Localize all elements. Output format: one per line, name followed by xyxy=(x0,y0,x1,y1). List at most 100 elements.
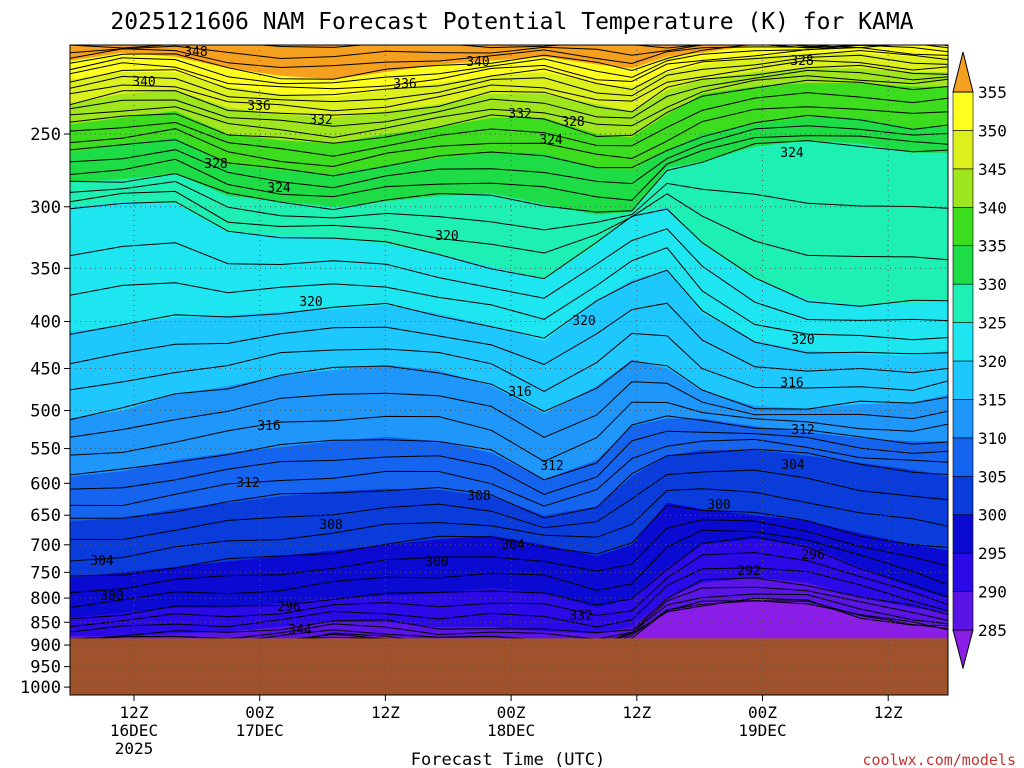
contour-label: 304 xyxy=(781,458,805,473)
contour-label: 316 xyxy=(780,376,803,391)
contour-line-6-1 xyxy=(70,180,948,231)
y-tick-label: 700 xyxy=(30,536,61,556)
contour-label: 300 xyxy=(425,555,448,570)
x-tick-label: 00Z xyxy=(245,703,274,722)
colorbar-swatch xyxy=(952,206,974,247)
credit-text: coolwx.com/models xyxy=(862,751,1016,768)
contour-label: 336 xyxy=(393,77,416,92)
contour-line-12-1 xyxy=(70,519,948,594)
contour-line-13-0 xyxy=(70,536,948,620)
contour-label: 320 xyxy=(791,333,814,348)
contour-line-7-1 xyxy=(70,228,948,322)
y-tick-label: 600 xyxy=(30,474,61,494)
contour-line-9-2 xyxy=(70,401,948,462)
contour-label: 344 xyxy=(288,623,312,638)
colorbar-swatch xyxy=(952,514,974,554)
colorbar-swatch xyxy=(952,322,974,362)
contour-label: 332 xyxy=(569,609,592,624)
colorbar-swatch xyxy=(952,130,974,170)
contour-label: 324 xyxy=(539,133,563,148)
contour-line-3-2 xyxy=(70,75,948,139)
contour-line-4-2 xyxy=(70,106,948,168)
colorbar-high-arrow xyxy=(952,51,974,93)
contour-label: 336 xyxy=(247,99,270,114)
y-tick-label: 750 xyxy=(30,563,61,583)
y-tick-label: 250 xyxy=(30,125,61,145)
x-tick-label: 19DEC xyxy=(738,721,786,740)
colorbar-swatch xyxy=(952,283,974,323)
contour-line-9-1 xyxy=(70,381,948,438)
contour-label: 308 xyxy=(319,518,342,533)
y-tick-label: 450 xyxy=(30,360,61,380)
contour-line-0-2 xyxy=(70,45,948,69)
contour-label: 320 xyxy=(299,295,322,310)
contour-label: 320 xyxy=(572,314,595,329)
contour-line-1-2 xyxy=(70,46,948,90)
x-tick-label: 00Z xyxy=(748,703,777,722)
y-tick-label: 500 xyxy=(30,402,61,422)
x-tick-label: 18DEC xyxy=(487,721,535,740)
colorbar-tick-label: 295 xyxy=(978,544,1007,563)
colorbar-tick-label: 325 xyxy=(978,314,1007,333)
contour-label: 332 xyxy=(508,107,531,122)
contour-line-7-2 xyxy=(70,247,948,341)
contour-line-3-1 xyxy=(70,69,948,127)
colorbar-swatch xyxy=(952,360,974,400)
contour-label: 308 xyxy=(467,489,490,504)
contour-label: 348 xyxy=(184,45,207,60)
colorbar-swatch xyxy=(952,245,974,285)
contour-line-1-0 xyxy=(70,45,948,80)
y-tick-label: 800 xyxy=(30,589,61,609)
colorbar-tick-label: 350 xyxy=(978,121,1007,140)
contour-label: 320 xyxy=(435,229,458,244)
contour-line-0-0 xyxy=(70,45,898,49)
y-tick-label: 1000 xyxy=(20,678,61,698)
colorbar-tick-label: 330 xyxy=(978,275,1007,294)
contour-label: 304 xyxy=(501,538,525,553)
contour-line-13-1 xyxy=(70,552,948,628)
contour-label: 324 xyxy=(780,146,804,161)
x-tick-label: 12Z xyxy=(622,703,651,722)
grid-lines xyxy=(70,45,948,695)
contour-label: 292 xyxy=(737,564,760,579)
contour-label: 328 xyxy=(561,115,584,130)
contour-line-8-2 xyxy=(70,332,948,392)
contour-label: 340 xyxy=(132,75,155,90)
contour-line-5-0 xyxy=(70,114,948,177)
contour-label: 300 xyxy=(707,498,730,513)
y-tick-label: 650 xyxy=(30,506,61,526)
contour-label: 332 xyxy=(309,113,332,128)
contour-line-2-2 xyxy=(70,59,948,112)
y-tick-label: 350 xyxy=(30,259,61,279)
y-tick-label: 850 xyxy=(30,613,61,633)
contour-line-4-1 xyxy=(70,92,948,157)
colorbar-swatch xyxy=(952,591,974,631)
contour-line-13-2 xyxy=(70,567,948,633)
colorbar-low-arrow xyxy=(952,629,974,670)
chart-title: 2025121606 NAM Forecast Potential Temper… xyxy=(110,9,913,35)
contour-label: 312 xyxy=(236,476,259,491)
contour-label: 304 xyxy=(90,554,114,569)
contour-label: 340 xyxy=(466,55,489,70)
contour-line-11-1 xyxy=(70,469,948,541)
y-tick-label: 400 xyxy=(30,313,61,333)
colorbar-tick-label: 345 xyxy=(978,160,1007,179)
contour-line-11-2 xyxy=(70,488,948,562)
contour-line-5-2 xyxy=(70,135,948,201)
y-tick-label: 550 xyxy=(30,440,61,460)
colorbar-swatch xyxy=(952,552,974,592)
colorbar-swatch xyxy=(952,91,974,131)
x-tick-label: 12Z xyxy=(874,703,903,722)
plot-area: 348 340 336 332 328 324 320 316 312 308 304 300 296 3… xyxy=(69,44,949,696)
x-tick-label: 12Z xyxy=(120,703,149,722)
y-tick-label: 900 xyxy=(30,636,61,656)
colorbar-tick-label: 335 xyxy=(978,237,1007,256)
contour-line-3-0 xyxy=(70,64,948,116)
ground-fill xyxy=(70,638,948,695)
colorbar-tick-label: 310 xyxy=(978,429,1007,448)
contour-line-4-0 xyxy=(70,79,948,144)
x-tick-label: 16DEC xyxy=(110,721,158,740)
x-tick-label: 12Z xyxy=(371,703,400,722)
